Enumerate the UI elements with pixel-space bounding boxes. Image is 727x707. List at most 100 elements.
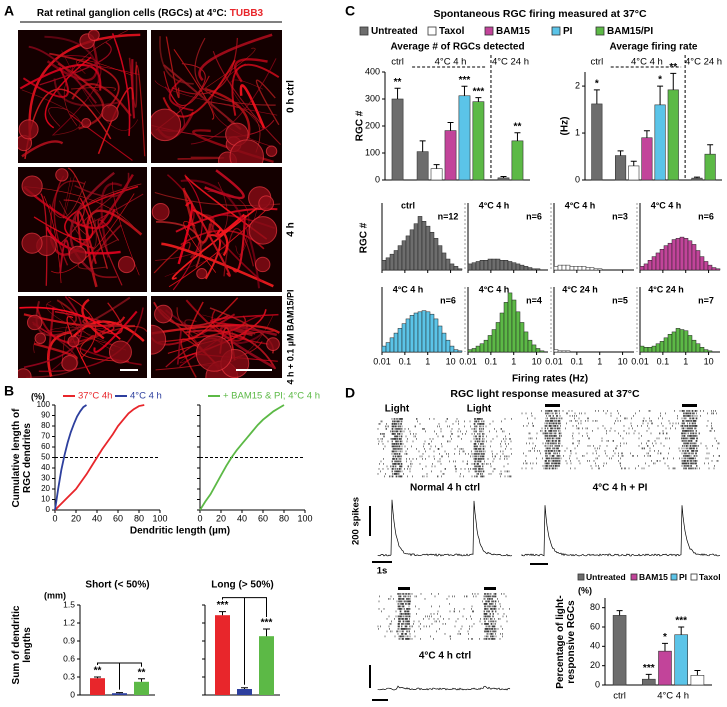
micrograph-fiber xyxy=(231,63,280,116)
y-tick-label: 100 xyxy=(365,147,380,157)
histogram-bar xyxy=(597,268,603,271)
spike-histogram xyxy=(377,499,513,557)
category-label: ctrl xyxy=(591,57,604,68)
micrograph-cell xyxy=(196,268,208,280)
histogram-bar xyxy=(445,258,451,271)
micrograph-cell xyxy=(248,216,278,245)
bar xyxy=(591,103,603,181)
histogram-bar xyxy=(483,260,489,271)
bar xyxy=(511,140,524,181)
significance: *** xyxy=(643,663,655,674)
histogram-bar xyxy=(577,266,583,271)
y-tick-label: 0.3 xyxy=(63,671,75,681)
raster-row xyxy=(528,437,716,440)
histogram-bar xyxy=(511,299,517,353)
x-tick-label: 40 xyxy=(92,513,102,523)
x-tick-label: 0.01 xyxy=(459,356,477,366)
histogram-bar xyxy=(683,238,689,271)
histogram-bar xyxy=(495,258,501,271)
micrograph-fiber xyxy=(28,33,141,142)
histogram-bar xyxy=(457,268,463,271)
histogram-title: 4°C 24 h xyxy=(562,284,598,294)
group-title: Long (> 50%) xyxy=(211,580,274,591)
y-tick-label: 0 xyxy=(575,174,580,184)
y-tick-label: 90 xyxy=(41,411,50,420)
micrograph-cell xyxy=(195,335,233,372)
error-bar xyxy=(461,85,468,96)
bar xyxy=(704,153,716,181)
micrograph-fiber xyxy=(77,210,97,265)
histogram-bar xyxy=(643,263,649,271)
histogram-bar xyxy=(393,250,399,271)
histogram-bar xyxy=(429,231,435,271)
micrograph-fiber xyxy=(97,219,123,286)
micrograph-cell xyxy=(81,117,92,128)
micrograph-cell xyxy=(258,195,275,212)
histogram-n: n=4 xyxy=(526,295,542,305)
x-tick-label: 0.01 xyxy=(545,356,563,366)
histogram-bar xyxy=(535,348,541,353)
micrograph-fiber xyxy=(86,302,123,335)
micrograph-fiber xyxy=(204,234,221,280)
raster-row xyxy=(383,435,506,438)
histogram-bar xyxy=(429,313,435,353)
x-tick-label: 10 xyxy=(532,356,542,366)
raster-row xyxy=(386,618,501,620)
histogram-bar xyxy=(437,325,443,353)
y-tick-label: 80 xyxy=(590,602,600,612)
error-bar xyxy=(616,610,623,616)
histogram-bar xyxy=(471,262,477,271)
raster-row xyxy=(545,420,709,422)
raster-row xyxy=(523,452,710,455)
histogram-bar xyxy=(553,266,559,271)
micrograph-fiber xyxy=(21,89,81,136)
raster-row xyxy=(391,453,512,455)
histogram-bar xyxy=(421,310,427,353)
error-bar xyxy=(694,670,701,676)
bar xyxy=(614,155,627,181)
micrograph xyxy=(18,167,147,292)
histogram-bar xyxy=(679,236,685,271)
raster-row xyxy=(391,620,508,623)
raster-row xyxy=(546,440,717,442)
micrograph-fiber xyxy=(97,87,134,155)
histogram-bar xyxy=(703,261,709,271)
legend-swatch xyxy=(670,573,678,581)
histogram-title: 4°C 4 h xyxy=(565,200,596,210)
micrograph-fiber xyxy=(77,239,118,270)
error-bar xyxy=(116,692,123,694)
recording-label: 4°C 4 h ctrl xyxy=(419,651,472,662)
micrograph-fiber xyxy=(233,58,268,83)
micrograph-cell xyxy=(88,30,100,42)
raster-row xyxy=(392,455,510,458)
micrograph-fiber xyxy=(33,342,78,360)
x-tick-label: 0 xyxy=(52,513,57,523)
significance: *** xyxy=(675,616,687,627)
histogram-bar xyxy=(445,339,451,353)
stimulus-bar xyxy=(682,404,697,407)
panel-title: RGC light response measured at 37°C xyxy=(450,388,640,400)
histogram-bar xyxy=(409,315,415,353)
micrograph-fiber xyxy=(198,33,273,82)
micrograph-fiber xyxy=(59,239,71,274)
stimulus-label: Light xyxy=(467,404,492,415)
micrograph-fiber xyxy=(100,182,123,258)
histogram-bar xyxy=(651,256,657,271)
micrograph-fiber xyxy=(74,172,130,198)
histogram-bar xyxy=(539,350,545,353)
error-bar xyxy=(500,175,507,178)
raster-row xyxy=(377,438,511,440)
histogram-bar xyxy=(417,216,423,271)
histogram-n: n=3 xyxy=(612,211,628,221)
micrograph xyxy=(151,30,282,163)
raster-row xyxy=(535,445,713,447)
micrograph-cell xyxy=(68,245,87,264)
histogram-bar xyxy=(437,245,443,271)
histogram-bar xyxy=(523,331,529,353)
error-bar xyxy=(94,676,101,679)
raster-row xyxy=(388,598,498,600)
error-bar xyxy=(657,85,664,105)
error-bar xyxy=(514,132,521,141)
y-tick-label: 20 xyxy=(41,484,50,493)
